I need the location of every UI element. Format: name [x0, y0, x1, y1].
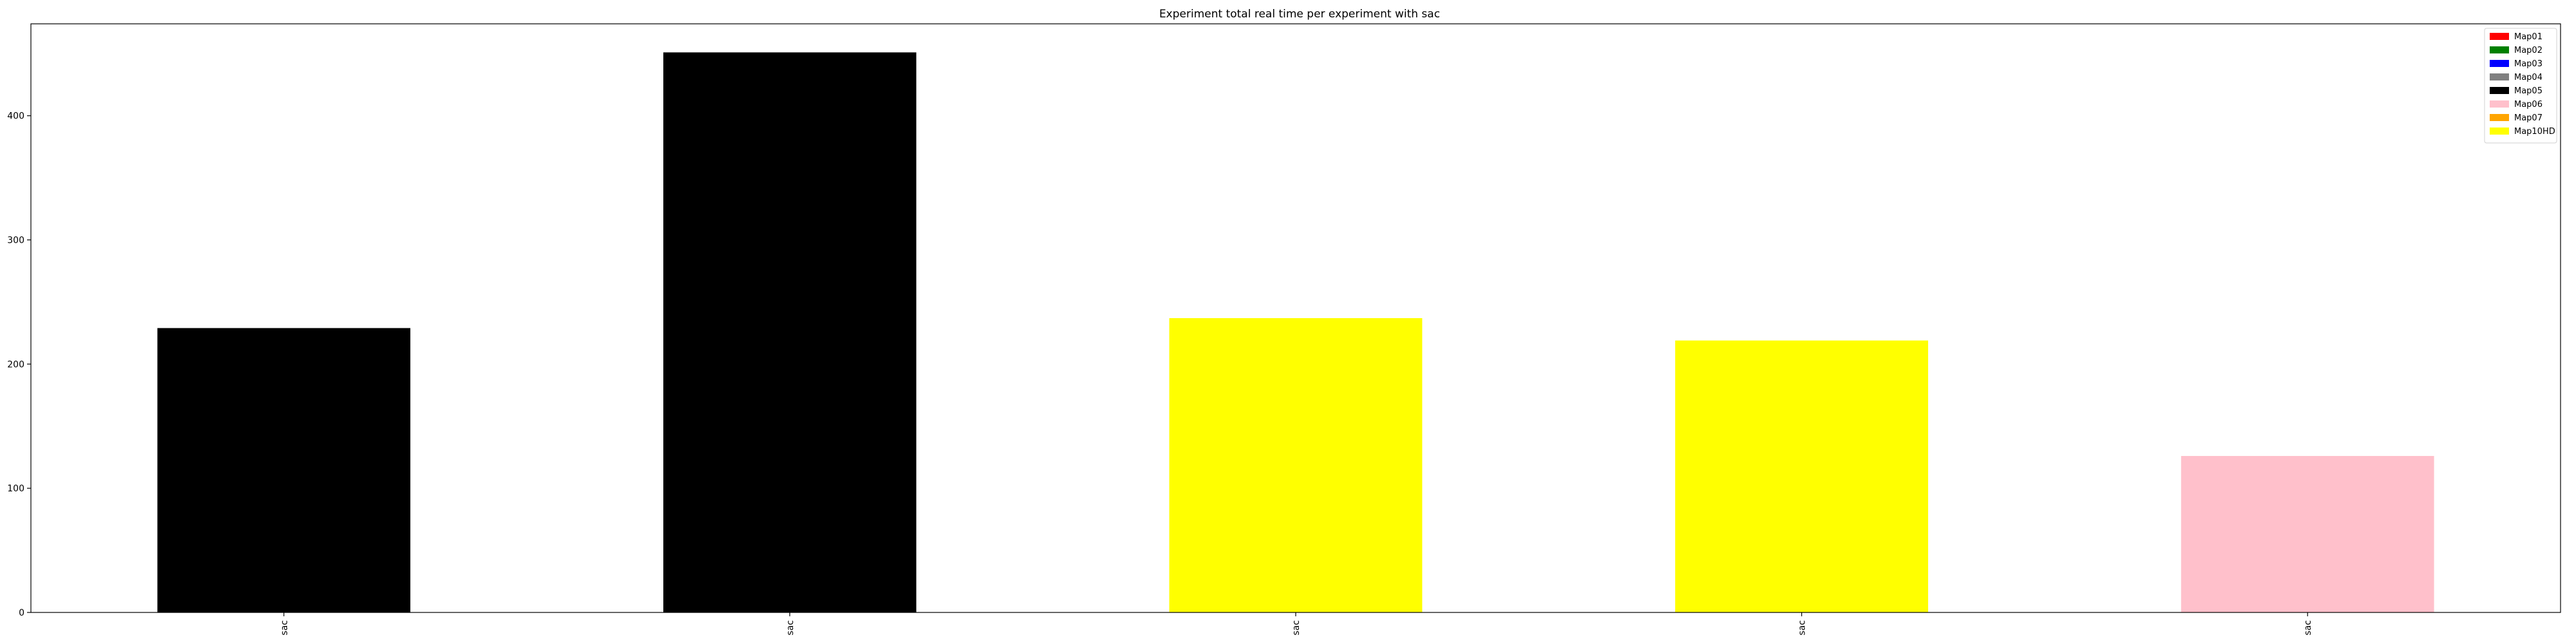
legend-swatch [2490, 100, 2509, 108]
y-tick-label: 300 [7, 236, 24, 246]
plot-area [30, 23, 2561, 613]
legend-swatch [2490, 60, 2509, 67]
x-axis: sac sac sac sac sac [279, 612, 2313, 636]
legend-label: Map06 [2514, 100, 2543, 109]
legend-swatch [2490, 114, 2509, 121]
legend-label: Map04 [2514, 73, 2543, 82]
legend-label: Map02 [2514, 46, 2543, 55]
legend-swatch [2490, 46, 2509, 53]
legend-label: Map05 [2514, 86, 2543, 96]
x-tick-label: sac [1291, 620, 1302, 636]
x-tick-label: sac [785, 620, 795, 636]
y-tick-label: 100 [7, 484, 24, 494]
bar-2 [663, 52, 916, 612]
x-tick-label: sac [1797, 620, 1808, 636]
y-tick-label: 200 [7, 359, 24, 370]
y-tick-label: 0 [19, 608, 24, 618]
legend-swatch [2490, 87, 2509, 94]
bar-1 [157, 328, 411, 612]
x-tick-label: sac [2303, 620, 2313, 636]
bar-4 [1675, 340, 1928, 612]
y-tick-label: 400 [7, 111, 24, 122]
bar-3 [1169, 318, 1423, 612]
legend-swatch [2490, 128, 2509, 135]
legend-label: Map03 [2514, 59, 2543, 69]
x-tick-label: sac [279, 620, 290, 636]
bar-5 [2181, 456, 2434, 612]
legend: Map01 Map02 Map03 Map04 Map05 Map06 Map07 Map10… [2484, 28, 2557, 144]
legend-label: Map01 [2514, 32, 2543, 42]
legend-label: Map07 [2514, 113, 2543, 123]
chart-title: Experiment total real time per experimen… [1159, 8, 1440, 21]
legend-label: Map10HD [2514, 127, 2555, 137]
legend-swatch [2490, 33, 2509, 40]
y-axis: 0 100 200 300 400 [7, 111, 31, 618]
legend-swatch [2490, 73, 2509, 80]
